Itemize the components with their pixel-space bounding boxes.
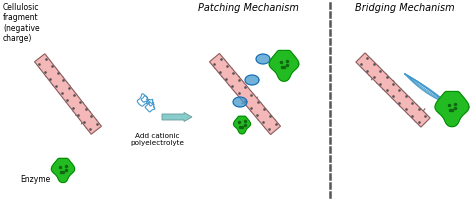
Polygon shape (210, 54, 281, 135)
Text: Patching Mechanism: Patching Mechanism (198, 3, 299, 13)
Polygon shape (245, 76, 259, 86)
Polygon shape (256, 55, 270, 65)
Text: Enzyme: Enzyme (20, 175, 50, 184)
Text: Bridging Mechanism: Bridging Mechanism (355, 3, 455, 13)
Polygon shape (233, 98, 247, 107)
Polygon shape (356, 54, 430, 127)
Polygon shape (269, 51, 299, 82)
Text: Add cationic
polyelectrolyte: Add cationic polyelectrolyte (130, 132, 184, 145)
FancyArrow shape (162, 113, 192, 122)
Polygon shape (234, 117, 250, 134)
Text: Cellulosic
fragment
(negative
charge): Cellulosic fragment (negative charge) (3, 3, 40, 43)
Polygon shape (35, 55, 101, 135)
Polygon shape (51, 159, 75, 183)
Polygon shape (435, 92, 469, 127)
